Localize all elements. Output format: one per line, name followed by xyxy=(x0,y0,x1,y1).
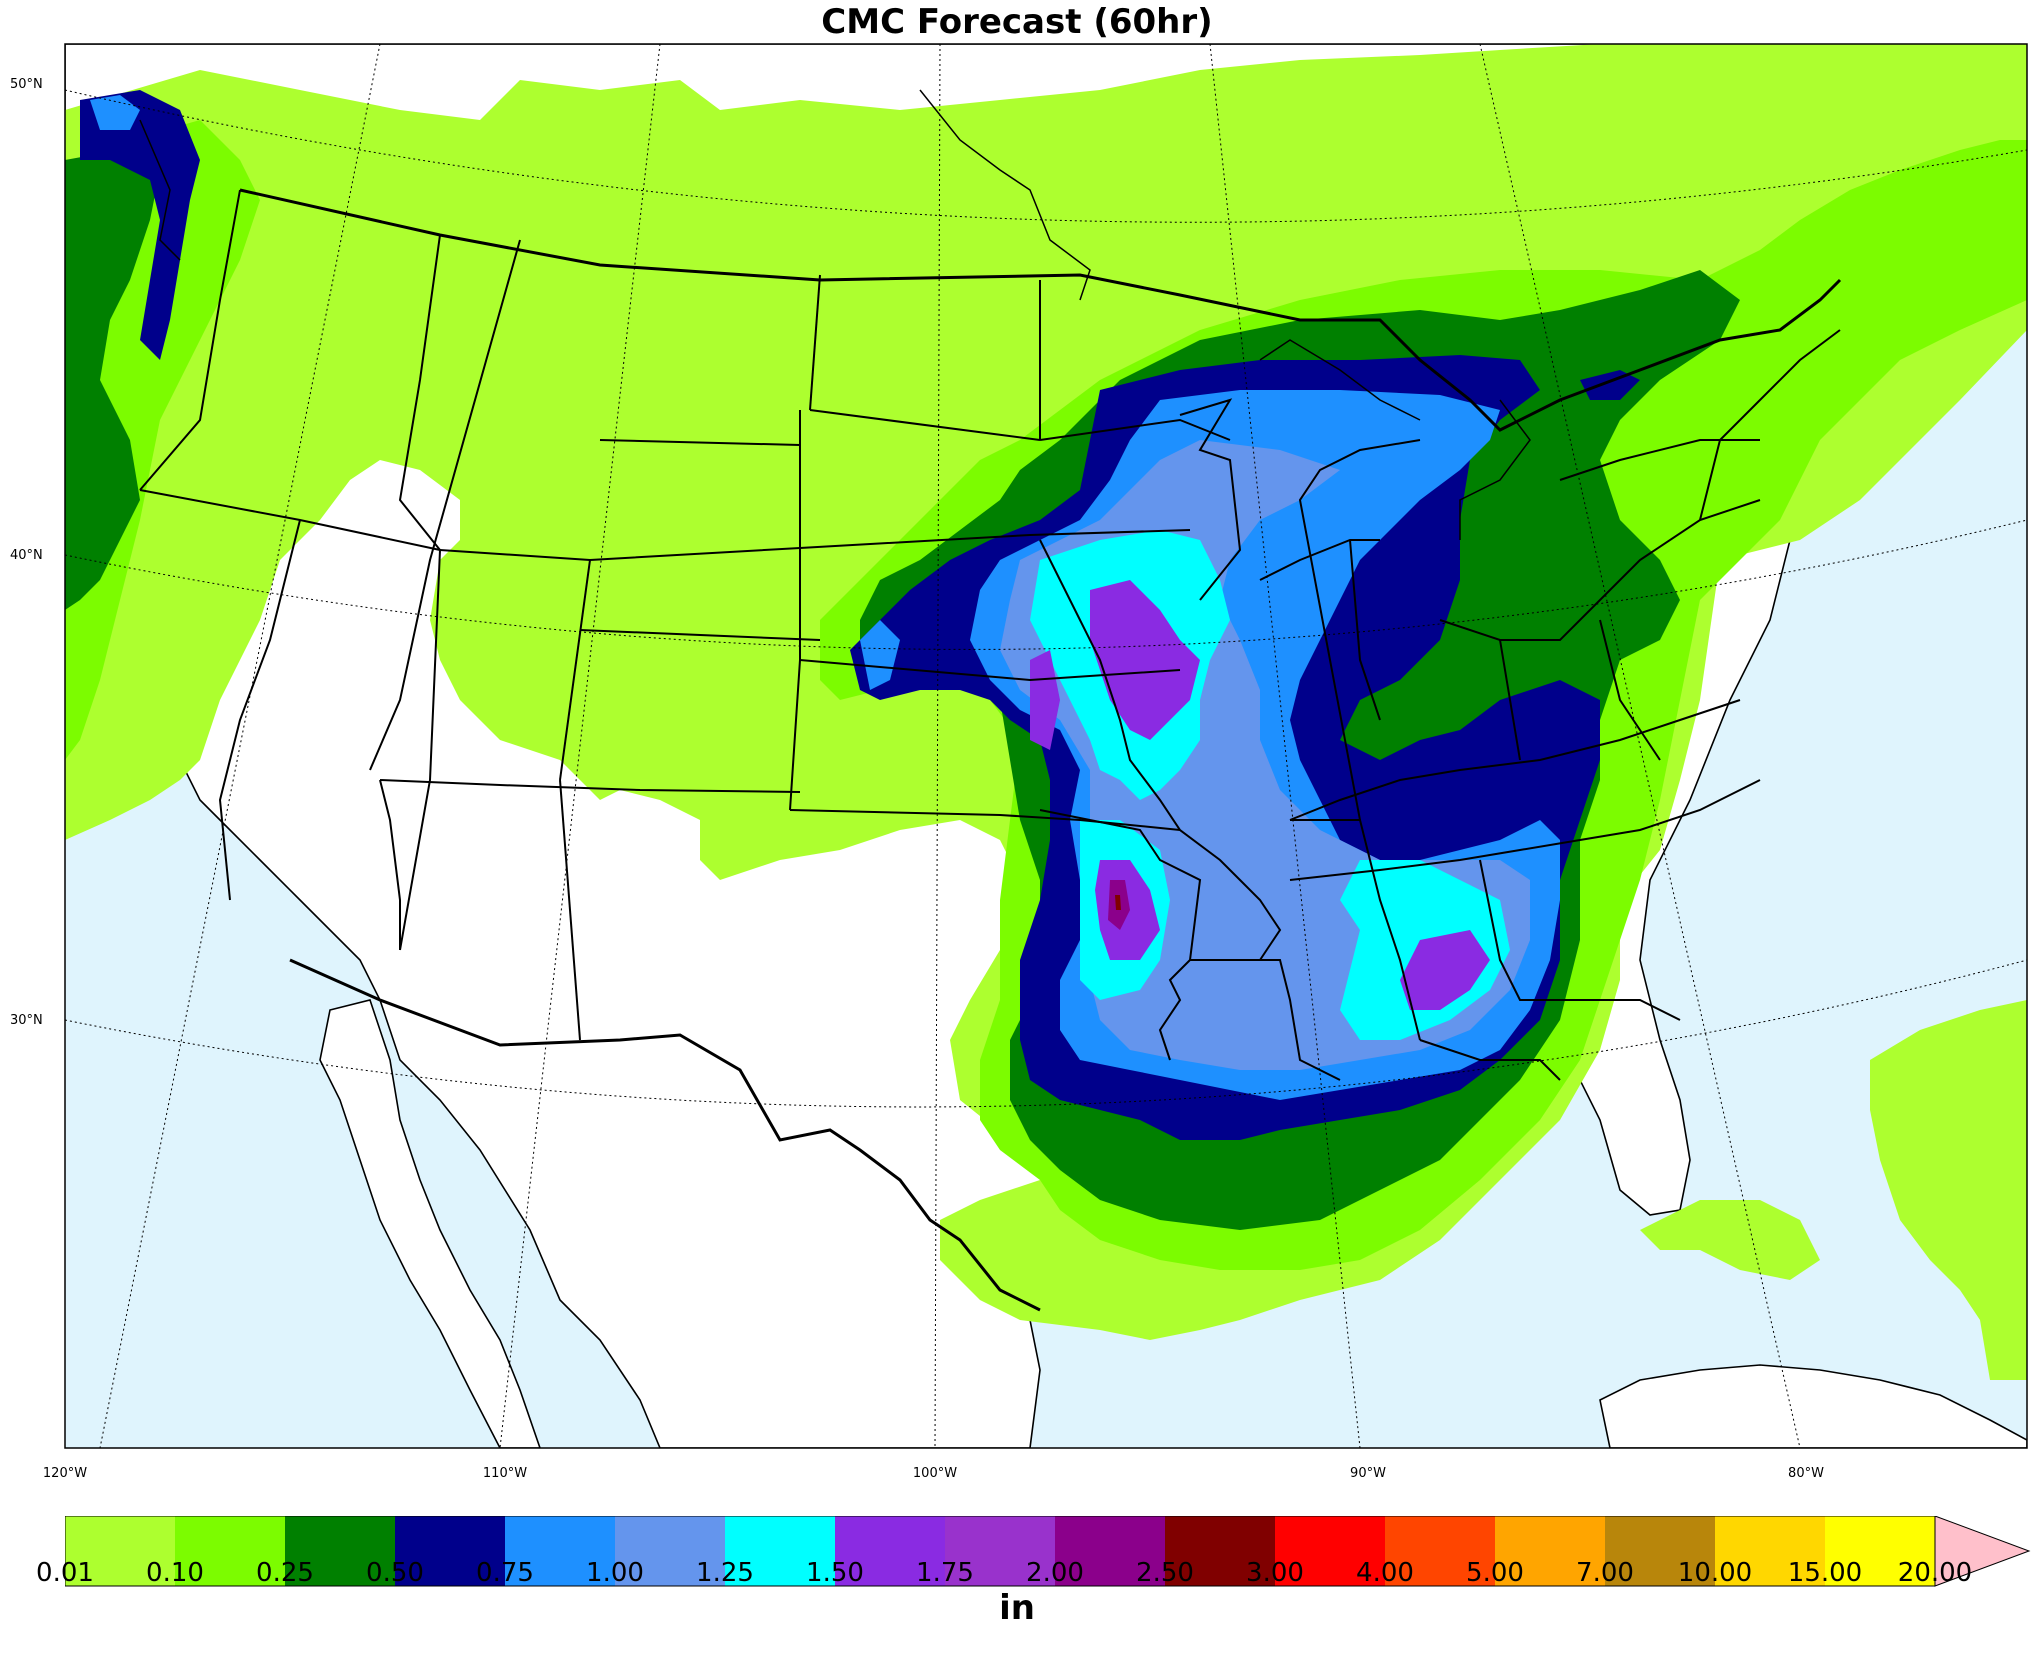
colorbar-tick-label: 0.50 xyxy=(366,1558,424,1588)
colorbar-swatch xyxy=(285,1516,395,1586)
colorbar-tick-label: 1.25 xyxy=(696,1558,754,1588)
colorbar-tick-label: 1.00 xyxy=(586,1558,644,1588)
colorbar xyxy=(65,1516,2031,1587)
colorbar-tick-label: 2.50 xyxy=(1136,1558,1194,1588)
lon-label-100w: 100°W xyxy=(912,1466,958,1481)
colorbar-tick-label: 0.75 xyxy=(476,1558,534,1588)
colorbar-swatch xyxy=(1605,1516,1715,1586)
colorbar-tick-label: 7.00 xyxy=(1576,1558,1634,1588)
map-title: CMC Forecast (60hr) xyxy=(821,2,1213,42)
political-boundaries xyxy=(139,89,1842,1312)
colorbar-swatch xyxy=(835,1516,945,1586)
colorbar-swatch xyxy=(1275,1516,1385,1586)
map-frame xyxy=(64,43,2028,1449)
colorbar-tick-label: 0.01 xyxy=(36,1558,94,1588)
colorbar-swatch xyxy=(945,1516,1055,1586)
colorbar-swatch xyxy=(395,1516,505,1586)
colorbar-tick-label: 15.00 xyxy=(1787,1558,1863,1588)
colorbar-tick-label: 1.50 xyxy=(806,1558,864,1588)
lon-label-80w: 80°W xyxy=(1788,1466,1824,1481)
lat-label-30n: 30°N xyxy=(10,1013,43,1028)
colorbar-swatch xyxy=(65,1516,175,1586)
colorbar-tick-label: 10.00 xyxy=(1677,1558,1753,1588)
lon-label-110w: 110°W xyxy=(482,1466,528,1481)
colorbar-extend-arrow xyxy=(1934,1516,2031,1587)
lat-label-40n: 40°N xyxy=(10,548,43,563)
colorbar-swatch xyxy=(505,1516,615,1586)
land-baja xyxy=(319,999,541,1448)
colorbar-unit-label: in xyxy=(999,1588,1035,1628)
colorbar-swatch xyxy=(1715,1516,1825,1586)
colorbar-tick-label: 0.25 xyxy=(256,1558,314,1588)
colorbar-tick-label: 5.00 xyxy=(1466,1558,1524,1588)
colorbar-swatch xyxy=(1495,1516,1605,1586)
colorbar-swatch xyxy=(1825,1516,1935,1586)
colorbar-tick-label: 20.00 xyxy=(1897,1558,1973,1588)
lon-label-120w: 120°W xyxy=(42,1466,88,1481)
lon-label-90w: 90°W xyxy=(1350,1466,1386,1481)
colorbar-swatch xyxy=(1165,1516,1275,1586)
graticule xyxy=(65,44,2027,1448)
precip-contours xyxy=(65,44,2027,1380)
colorbar-tick-label: 1.75 xyxy=(916,1558,974,1588)
colorbar-swatch xyxy=(175,1516,285,1586)
colorbar-swatch xyxy=(725,1516,835,1586)
colorbar-tick-label: 2.00 xyxy=(1026,1558,1084,1588)
colorbar-swatch xyxy=(615,1516,725,1586)
colorbar-swatch xyxy=(1385,1516,1495,1586)
colorbar-swatch xyxy=(1055,1516,1165,1586)
land-cuba xyxy=(1599,1364,2027,1448)
lat-label-50n: 50°N xyxy=(10,77,43,92)
colorbar-tick-label: 0.10 xyxy=(146,1558,204,1588)
colorbar-tick-label: 4.00 xyxy=(1356,1558,1414,1588)
colorbar-tick-label: 3.00 xyxy=(1246,1558,1304,1588)
